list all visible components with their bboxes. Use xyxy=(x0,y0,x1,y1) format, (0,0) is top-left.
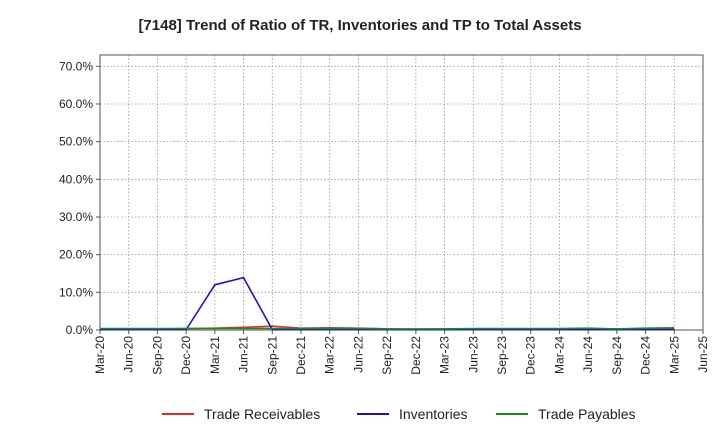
series-lines xyxy=(100,276,675,331)
x-tick-label: Sep-21 xyxy=(265,336,279,375)
plot-area xyxy=(99,54,704,331)
legend-label: Inventories xyxy=(399,406,467,422)
x-tick-label: Dec-23 xyxy=(524,336,538,375)
y-axis: 0.0% 10.0% 20.0% 30.0% 40.0% 50.0% 60.0% 70.0% xyxy=(59,59,100,337)
x-tick-label: Mar-22 xyxy=(323,336,337,374)
x-tick-label: Dec-20 xyxy=(179,336,193,375)
x-tick-label: Jun-23 xyxy=(466,336,480,373)
chart-title: [7148] Trend of Ratio of TR, Inventories… xyxy=(138,17,581,34)
y-tick-label: 40.0% xyxy=(59,172,93,186)
y-tick-label: 70.0% xyxy=(59,59,93,73)
x-tick-label: Jun-22 xyxy=(351,336,365,373)
y-tick-label: 60.0% xyxy=(59,97,93,111)
x-tick-label: Dec-21 xyxy=(294,336,308,375)
x-tick-label: Mar-24 xyxy=(552,336,566,374)
x-tick-label: Mar-20 xyxy=(93,336,107,374)
x-tick-label: Mar-23 xyxy=(438,336,452,374)
x-tick-label: Jun-21 xyxy=(237,336,251,373)
x-tick-label: Mar-25 xyxy=(667,336,681,374)
x-tick-label: Dec-24 xyxy=(639,336,653,375)
x-tick-label: Jun-24 xyxy=(581,336,595,373)
series-line-trade-payables xyxy=(100,326,675,330)
x-tick-label: Mar-21 xyxy=(208,336,222,374)
legend-label: Trade Payables xyxy=(538,406,636,422)
y-tick-label: 0.0% xyxy=(66,323,94,337)
x-tick-label: Sep-23 xyxy=(495,336,509,375)
x-tick-label: Sep-20 xyxy=(150,336,164,375)
legend: Trade Receivables Inventories Trade Payabl… xyxy=(162,406,636,422)
y-tick-label: 30.0% xyxy=(59,210,93,224)
x-axis: Mar-20 Jun-20 Sep-20 Dec-20 Mar-21 Jun-21 Sep-… xyxy=(93,330,710,375)
x-tick-label: Sep-24 xyxy=(610,336,624,375)
x-tick-label: Jun-20 xyxy=(122,336,136,373)
x-tick-label: Dec-22 xyxy=(409,336,423,375)
y-tick-label: 20.0% xyxy=(59,248,93,262)
y-tick-label: 50.0% xyxy=(59,135,93,149)
x-tick-label: Sep-22 xyxy=(380,336,394,375)
y-tick-label: 10.0% xyxy=(59,285,93,299)
x-tick-label: Jun-25 xyxy=(696,336,710,373)
gridlines xyxy=(100,55,703,330)
legend-label: Trade Receivables xyxy=(204,406,320,422)
